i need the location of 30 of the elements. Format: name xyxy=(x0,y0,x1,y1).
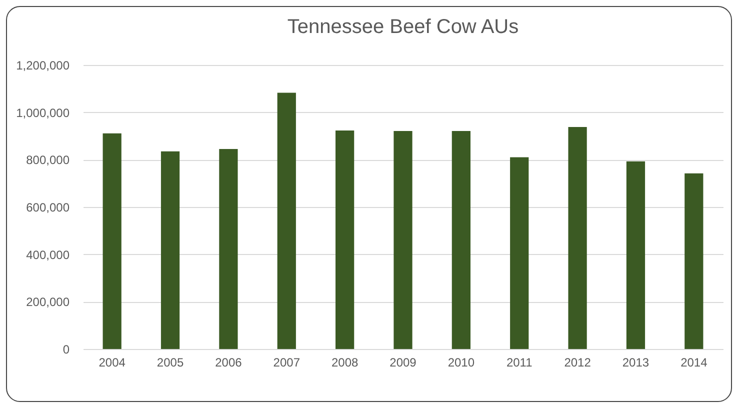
y-tick-label: 200,000 xyxy=(26,295,70,310)
y-tick-label: 0 xyxy=(62,342,70,356)
bar xyxy=(219,149,238,349)
bar xyxy=(452,131,470,349)
bar xyxy=(277,92,296,349)
x-tick-label: 2014 xyxy=(680,356,708,370)
y-tick-label: 800,000 xyxy=(26,153,70,168)
x-tick-label: 2008 xyxy=(331,356,358,370)
bar xyxy=(510,157,529,349)
x-tick-label: 2004 xyxy=(98,356,126,370)
bar xyxy=(684,173,704,349)
bar xyxy=(160,151,180,349)
x-tick-label: 2011 xyxy=(506,356,533,370)
x-tick-label: 2009 xyxy=(390,356,417,370)
x-tick-label: 2013 xyxy=(622,356,650,370)
y-tick-label: 1,200,000 xyxy=(16,58,70,72)
x-tick-label: 2006 xyxy=(215,356,242,370)
bar xyxy=(568,127,587,349)
x-tick-label: 2010 xyxy=(448,356,475,370)
x-tick-label: 2005 xyxy=(156,356,184,370)
x-tick-label: 2012 xyxy=(564,356,592,370)
bar xyxy=(626,161,646,349)
y-tick-label: 1,000,000 xyxy=(16,106,70,120)
chart-title: Tennessee Beef Cow AUs xyxy=(287,16,519,38)
bar xyxy=(394,131,412,349)
bar xyxy=(336,130,354,349)
y-tick-label: 600,000 xyxy=(26,200,70,214)
x-tick-label: 2007 xyxy=(273,356,300,370)
y-tick-label: 400,000 xyxy=(26,248,70,262)
bar xyxy=(102,133,122,349)
